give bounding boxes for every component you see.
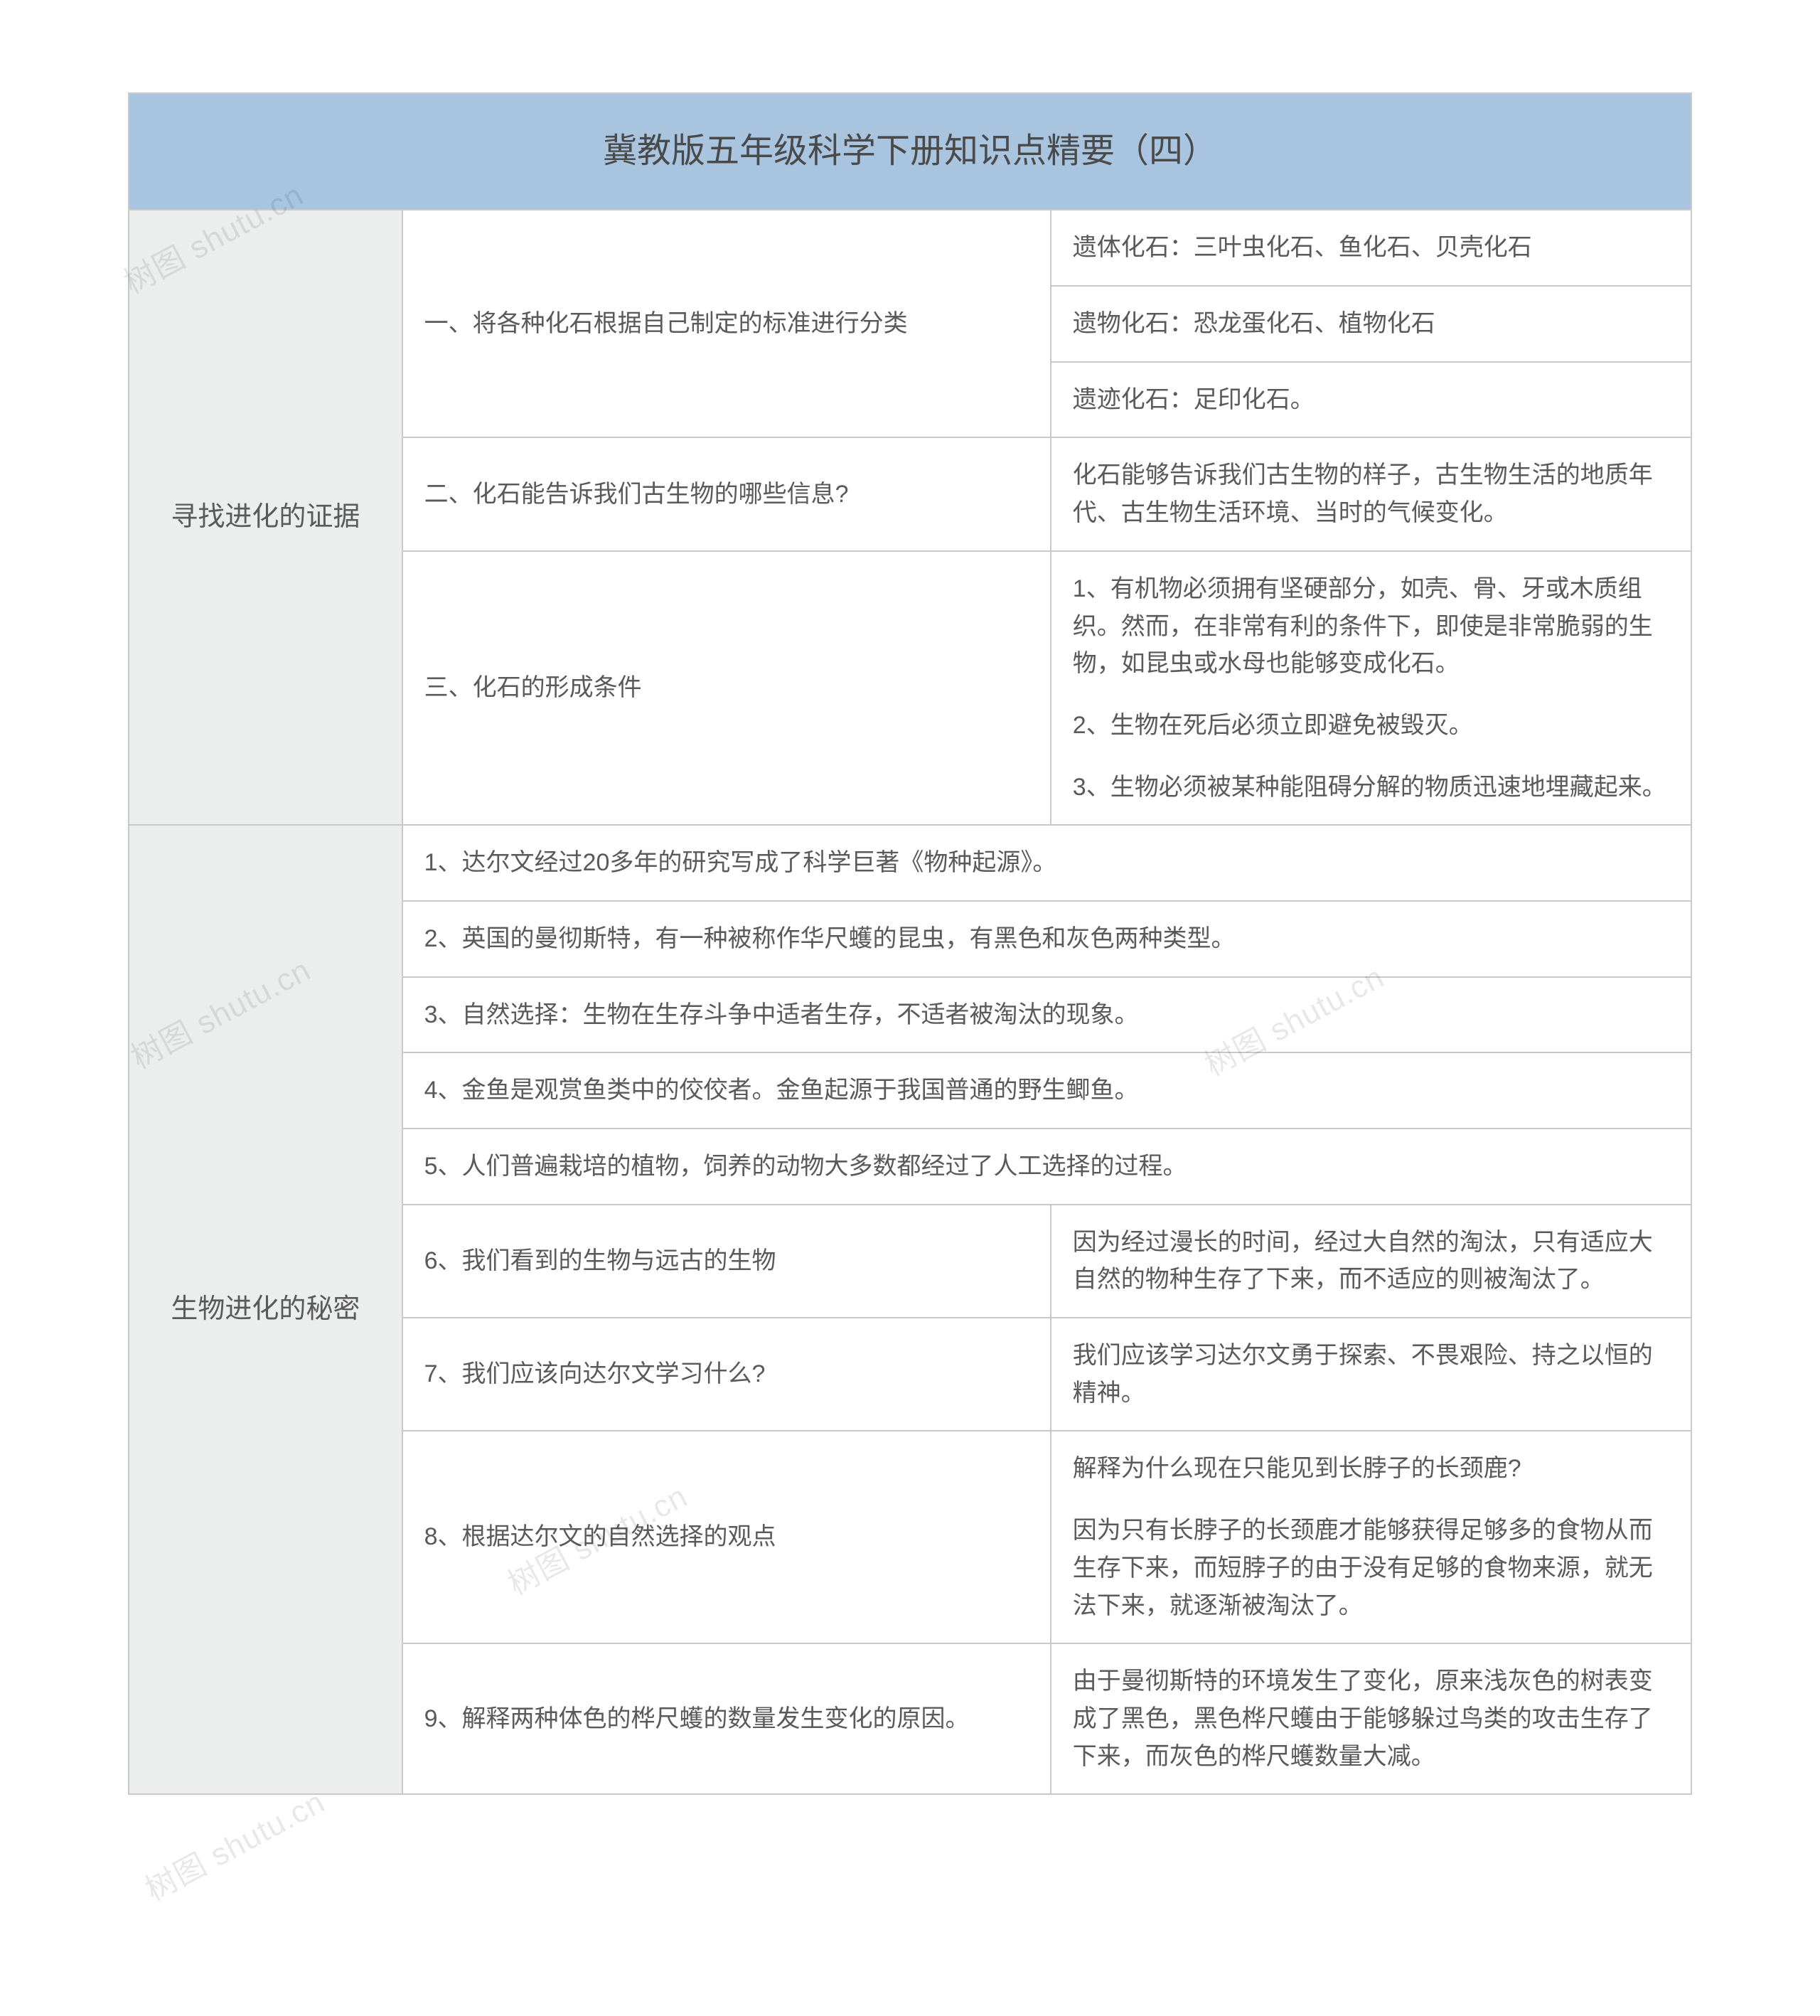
section-label-evidence: 寻找进化的证据 xyxy=(129,210,402,825)
secret-p1: 1、达尔文经过20多年的研究写成了科学巨著《物种起源》。 xyxy=(402,825,1691,901)
secret-q8: 8、根据达尔文的自然选择的观点 xyxy=(402,1431,1051,1643)
secret-p5: 5、人们普遍栽培的植物，饲养的动物大多数都经过了人工选择的过程。 xyxy=(402,1129,1691,1205)
secret-p3: 3、自然选择：生物在生存斗争中适者生存，不适者被淘汰的现象。 xyxy=(402,977,1691,1053)
secret-p2: 2、英国的曼彻斯特，有一种被称作华尺蠖的昆虫，有黑色和灰色两种类型。 xyxy=(402,901,1691,977)
evidence-q1-a3: 遗迹化石：足印化石。 xyxy=(1051,362,1691,438)
table-title: 冀教版五年级科学下册知识点精要（四） xyxy=(129,93,1691,210)
evidence-q2-a: 化石能够告诉我们古生物的样子，古生物生活的地质年代、古生物生活环境、当时的气候变… xyxy=(1051,437,1691,550)
watermark: 树图 shutu.cn xyxy=(136,1777,331,1910)
secret-q8-a2: 因为只有长脖子的长颈鹿才能够获得足够多的食物从而生存下来，而短脖子的由于没有足够… xyxy=(1073,1512,1669,1624)
evidence-q1-a1: 遗体化石：三叶虫化石、鱼化石、贝壳化石 xyxy=(1051,210,1691,286)
secret-q6: 6、我们看到的生物与远古的生物 xyxy=(402,1205,1051,1318)
title-row: 冀教版五年级科学下册知识点精要（四） xyxy=(129,93,1691,210)
secret-q9: 9、解释两种体色的桦尺蠖的数量发生变化的原因。 xyxy=(402,1643,1051,1794)
knowledge-table: 冀教版五年级科学下册知识点精要（四） 寻找进化的证据 一、将各种化石根据自己制定… xyxy=(128,92,1692,1795)
evidence-q3-a2: 2、生物在死后必须立即避免被毁灭。 xyxy=(1073,707,1669,745)
secret-q9-a: 由于曼彻斯特的环境发生了变化，原来浅灰色的树表变成了黑色，黑色桦尺蠖由于能够躲过… xyxy=(1051,1643,1691,1794)
evidence-q2: 二、化石能告诉我们古生物的哪些信息? xyxy=(402,437,1051,550)
secret-p4: 4、金鱼是观赏鱼类中的佼佼者。金鱼起源于我国普通的野生鲫鱼。 xyxy=(402,1052,1691,1129)
evidence-q3-a1: 1、有机物必须拥有坚硬部分，如壳、骨、牙或木质组织。然而，在非常有利的条件下，即… xyxy=(1073,570,1669,683)
evidence-q1-a2: 遗物化石：恐龙蛋化石、植物化石 xyxy=(1051,286,1691,362)
secret-q7: 7、我们应该向达尔文学习什么? xyxy=(402,1318,1051,1431)
secret-q6-a: 因为经过漫长的时间，经过大自然的淘汰，只有适应大自然的物种生存了下来，而不适应的… xyxy=(1051,1205,1691,1318)
evidence-q3-answers: 1、有机物必须拥有坚硬部分，如壳、骨、牙或木质组织。然而，在非常有利的条件下，即… xyxy=(1051,551,1691,825)
evidence-q1: 一、将各种化石根据自己制定的标准进行分类 xyxy=(402,210,1051,437)
evidence-q3-a3: 3、生物必须被某种能阻碍分解的物质迅速地埋藏起来。 xyxy=(1073,769,1669,806)
secret-q7-a: 我们应该学习达尔文勇于探索、不畏艰险、持之以恒的精神。 xyxy=(1051,1318,1691,1431)
secret-q8-a1: 解释为什么现在只能见到长脖子的长颈鹿? xyxy=(1073,1450,1669,1488)
section-label-secret: 生物进化的秘密 xyxy=(129,825,402,1794)
secret-q8-answers: 解释为什么现在只能见到长脖子的长颈鹿? 因为只有长脖子的长颈鹿才能够获得足够多的… xyxy=(1051,1431,1691,1643)
document-page: 冀教版五年级科学下册知识点精要（四） 寻找进化的证据 一、将各种化石根据自己制定… xyxy=(0,0,1820,2016)
evidence-q3: 三、化石的形成条件 xyxy=(402,551,1051,825)
